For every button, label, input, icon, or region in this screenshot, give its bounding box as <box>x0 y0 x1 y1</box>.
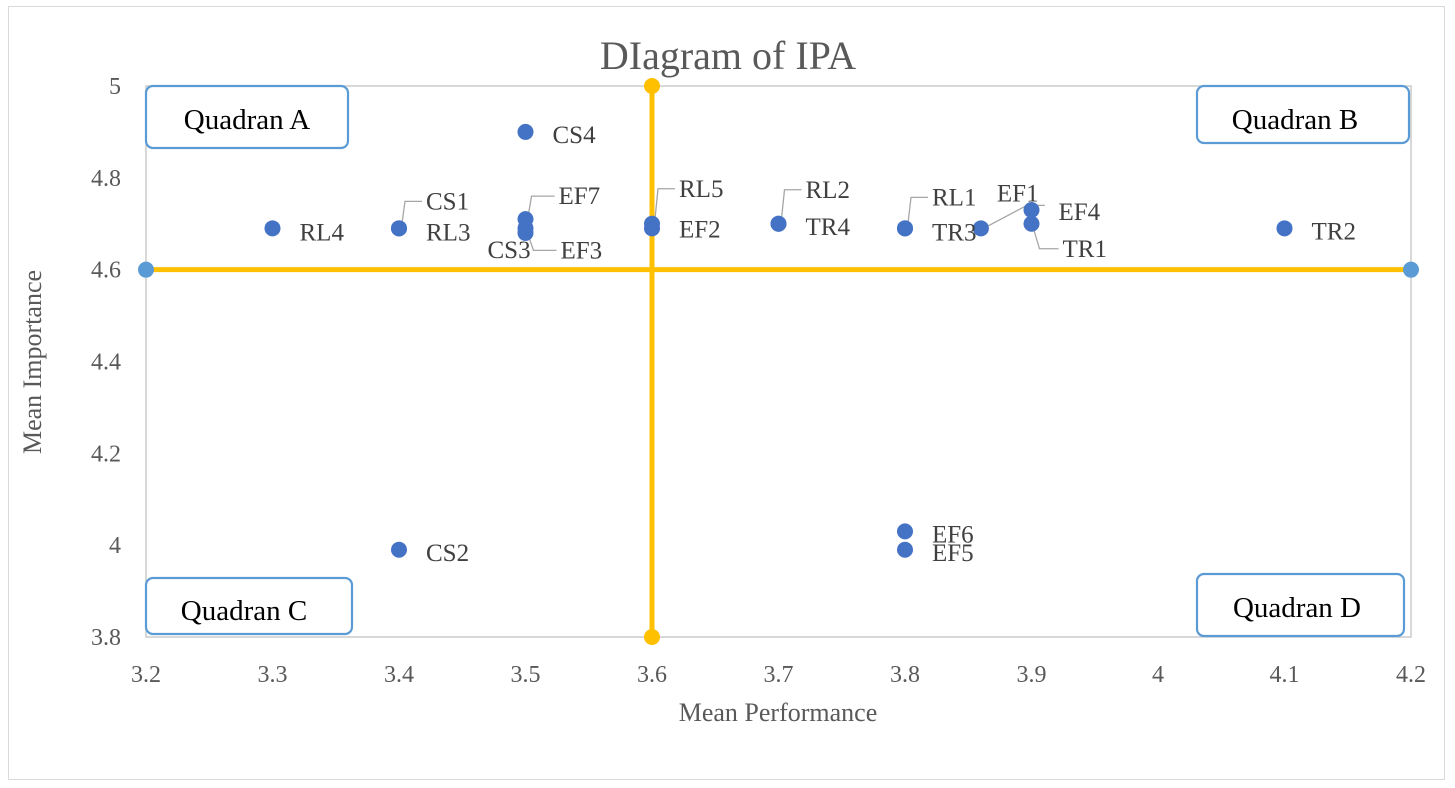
quadrant-a-box: Quadran A <box>144 84 350 150</box>
data-labels: CS1 CS2 CS3 CS4 RL1 RL2 RL3 RL4 RL5 EF1 EF2 EF3 EF4 E… <box>300 122 1356 567</box>
quadrant-d-label: Quadran D <box>1233 592 1361 624</box>
point-rl4 <box>264 220 281 237</box>
quadrant-a-label: Quadran A <box>184 104 310 136</box>
x-tick-label: 3.6 <box>637 662 667 688</box>
quadrant-c-box: Quadran C <box>144 576 354 636</box>
y-tick-label: 4.8 <box>91 166 121 192</box>
label-tr2: TR2 <box>1312 218 1356 245</box>
label-rl5: RL5 <box>679 176 723 203</box>
point-tr3 <box>897 220 913 237</box>
label-rl4: RL4 <box>300 219 345 246</box>
leader-line <box>907 196 928 224</box>
quadrant-d-box: Quadran D <box>1195 572 1406 638</box>
quadrant-b-box: Quadran B <box>1195 84 1411 145</box>
point-tr1 <box>1023 215 1040 232</box>
point-cs2 <box>391 541 407 558</box>
label-cs4: CS4 <box>553 122 597 149</box>
point-tr4 <box>770 215 787 232</box>
point-ef5 <box>897 541 913 558</box>
y-tick-label: 4.6 <box>91 258 121 284</box>
data-points <box>264 123 1293 558</box>
label-tr4: TR4 <box>806 214 851 241</box>
y-tick-label: 4.2 <box>91 441 121 467</box>
label-ef1: EF1 <box>997 180 1039 207</box>
plot-area <box>145 85 1412 638</box>
x-tick-label: 3.9 <box>1017 662 1047 688</box>
x-axis-ticks: 3.2 3.3 3.4 3.5 3.6 3.7 3.8 3.9 4 4.1 4.2 <box>131 662 1426 688</box>
y-tick-label: 4 <box>109 533 121 559</box>
label-rl1: RL1 <box>932 184 976 211</box>
label-ef6: EF6 <box>932 521 974 548</box>
vertical-line-bottom-marker <box>644 629 660 645</box>
point-ef4 <box>1023 201 1040 218</box>
label-rl3: RL3 <box>426 219 470 246</box>
label-ef7: EF7 <box>559 183 601 210</box>
x-tick-label: 3.8 <box>890 662 920 688</box>
quadrant-c-label: Quadran C <box>181 595 307 627</box>
point-rl3 <box>391 220 407 237</box>
x-tick-label: 4.1 <box>1270 662 1300 688</box>
y-axis-title: Mean Importance <box>18 270 47 454</box>
point-ef2 <box>644 220 660 237</box>
leader-line <box>1032 228 1059 250</box>
y-axis-ticks: 3.8 4 4.2 4.4 4.6 4.8 5 <box>91 74 121 651</box>
label-ef5: EF5 <box>932 540 974 567</box>
label-cs2: CS2 <box>426 540 469 567</box>
x-tick-label: 3.3 <box>258 662 288 688</box>
chart-title: DIagram of IPA <box>600 33 856 78</box>
x-tick-label: 4.2 <box>1396 662 1426 688</box>
point-ef6 <box>897 523 913 540</box>
x-axis-title: Mean Performance <box>679 698 878 727</box>
horizontal-line-start-marker <box>138 261 154 278</box>
x-tick-label: 4 <box>1152 662 1164 688</box>
leader-line <box>527 195 555 215</box>
x-tick-label: 3.5 <box>511 662 541 688</box>
y-tick-label: 5 <box>109 74 121 100</box>
point-ef7 <box>517 211 534 228</box>
x-tick-label: 3.2 <box>131 662 161 688</box>
point-ef1 <box>972 220 989 237</box>
label-ef4: EF4 <box>1059 199 1101 226</box>
leader-line <box>401 200 422 224</box>
x-tick-label: 3.4 <box>384 662 414 688</box>
label-tr1: TR1 <box>1063 236 1107 263</box>
label-tr3: TR3 <box>932 219 976 246</box>
x-tick-label: 3.7 <box>764 662 794 688</box>
reference-lines <box>138 78 1419 645</box>
point-cs4 <box>517 123 534 140</box>
label-cs1: CS1 <box>426 188 469 215</box>
quadrant-b-label: Quadran B <box>1232 104 1358 136</box>
leader-line <box>654 188 675 219</box>
y-tick-label: 3.8 <box>91 625 121 651</box>
label-cs3: CS3 <box>488 237 531 264</box>
y-tick-label: 4.4 <box>91 350 121 376</box>
label-ef3: EF3 <box>561 237 603 264</box>
horizontal-line-end-marker <box>1403 261 1419 278</box>
leader-lines <box>401 188 1059 251</box>
label-ef2: EF2 <box>679 216 721 243</box>
label-rl2: RL2 <box>806 177 850 204</box>
vertical-line-top-marker <box>644 78 660 94</box>
point-tr2 <box>1276 220 1293 237</box>
leader-line <box>780 189 802 219</box>
